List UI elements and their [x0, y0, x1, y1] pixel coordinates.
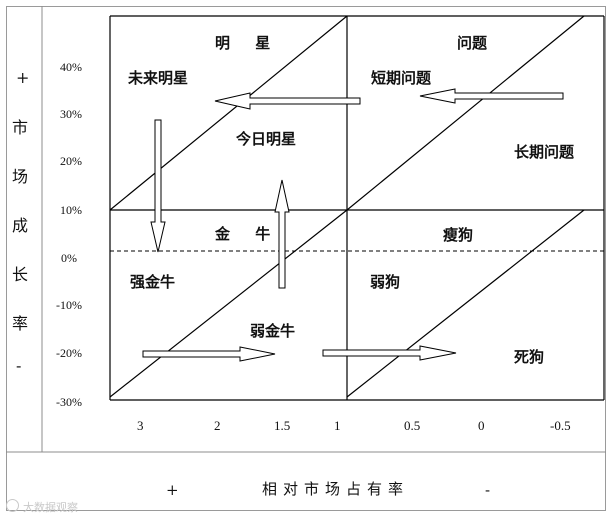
- y-tick-label: -30%: [56, 395, 82, 409]
- y-tick-label: 10%: [60, 203, 82, 217]
- label-weak-cow: 弱金牛: [250, 322, 296, 340]
- x-axis-plus-sign: +: [166, 481, 185, 499]
- label-strong-cow: 强金牛: [130, 273, 176, 291]
- y-axis-plus-sign: +: [16, 68, 30, 87]
- x-tick-label: -0.5: [550, 418, 571, 433]
- label-future-star: 未来明星: [128, 69, 189, 87]
- label-weak-dog: 弱狗: [370, 273, 401, 291]
- x-tick-label: 0: [478, 418, 485, 433]
- y-axis-title-char-5: 率: [12, 314, 29, 333]
- label-long-problem: 长期问题: [514, 143, 575, 161]
- watermark-text: 大数据观察: [23, 501, 78, 514]
- y-axis-title-char-3: 成: [12, 216, 29, 235]
- diagonal-4: [346, 209, 585, 398]
- label-today-star: 今日明星: [236, 130, 297, 148]
- x-tick-label: 1: [334, 418, 341, 433]
- diagonal-1: [109, 15, 348, 211]
- x-tick-label: 3: [137, 418, 144, 433]
- label-short-problem: 短期问题: [371, 69, 432, 87]
- quadrant-title-dog: 瘦狗: [443, 226, 474, 244]
- quadrant-title-cash-cow: 金 牛: [215, 225, 281, 243]
- y-tick-label: 0%: [61, 251, 77, 265]
- arrow-question-to-star: [214, 92, 361, 110]
- arrow-long-to-short-problem: [419, 88, 564, 104]
- x-tick-label: 2: [214, 418, 221, 433]
- x-tick-label: 0.5: [404, 418, 421, 433]
- quadrant-title-question: 问题: [457, 34, 488, 52]
- y-axis-title-char-4: 长: [12, 265, 29, 284]
- y-axis-title-char-1: 市: [12, 118, 29, 137]
- arrow-weak-to-dead-dog: [322, 345, 457, 361]
- y-tick-label: 30%: [60, 107, 82, 121]
- watermark-logo-icon: [6, 499, 19, 512]
- x-axis-minus-sign: -: [485, 481, 497, 499]
- y-axis-minus-sign: -: [16, 356, 22, 375]
- y-tick-label: -20%: [56, 346, 82, 360]
- arrow-cow-to-star: [274, 179, 290, 289]
- label-dead-dog: 死狗: [514, 348, 545, 366]
- quadrant-title-star: 明 星: [215, 34, 281, 52]
- x-tick-label: 1.5: [274, 418, 291, 433]
- y-tick-label: 20%: [60, 154, 82, 168]
- x-axis-title: 相对市场占有率: [262, 480, 410, 498]
- outer-frame: [6, 6, 606, 511]
- diagonal-3: [109, 209, 348, 398]
- diagonal-2: [346, 15, 585, 211]
- y-axis-title-char-2: 场: [12, 167, 29, 186]
- y-tick-label: 40%: [60, 60, 82, 74]
- arrow-star-to-cow: [150, 119, 166, 253]
- arrow-strong-to-weak-cow: [142, 346, 276, 362]
- y-tick-label: -10%: [56, 298, 82, 312]
